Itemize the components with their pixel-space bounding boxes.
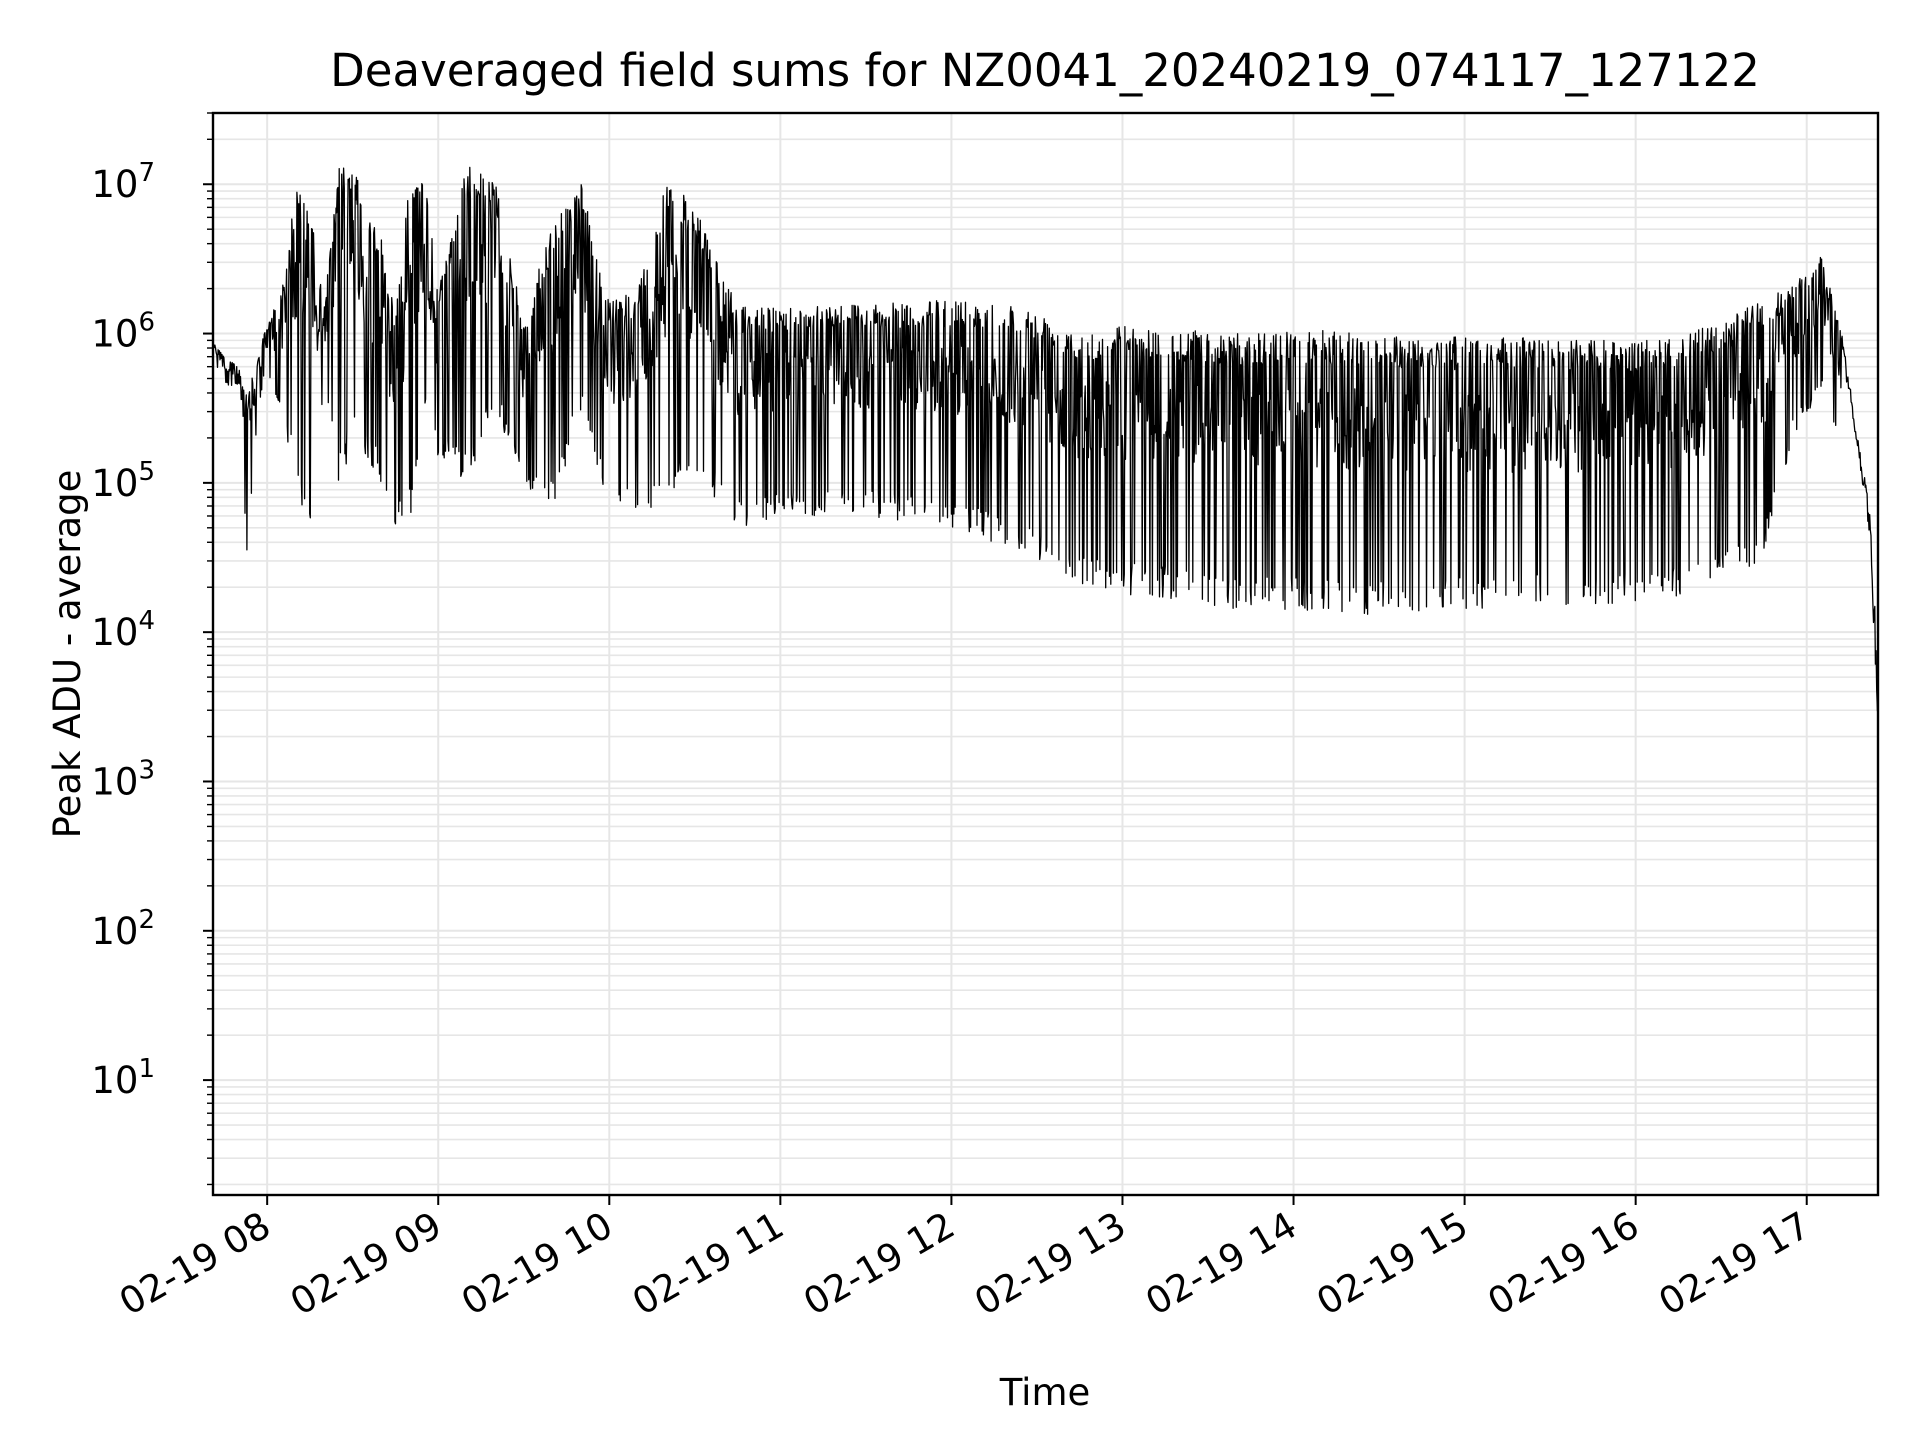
y-tick-base: 10 (91, 163, 138, 206)
series-line-0 (212, 166, 1879, 715)
plot-area-frame (211, 111, 1880, 1197)
chart-title: Deaveraged field sums for NZ0041_2024021… (330, 44, 1760, 97)
y-tick-exponent: 2 (138, 905, 155, 935)
y-tick-exponent: 1 (138, 1054, 155, 1084)
y-axis-label: Peak ADU - average (46, 470, 89, 839)
y-tick-base: 10 (91, 1059, 138, 1102)
y-tick-label: 104 (91, 606, 155, 654)
y-tick-label: 101 (91, 1054, 155, 1102)
y-tick-base: 10 (91, 910, 138, 953)
y-tick-label: 106 (91, 308, 155, 356)
y-tick-exponent: 6 (138, 308, 155, 338)
data-series (212, 166, 1879, 715)
y-tick-base: 10 (91, 313, 138, 356)
y-tick-exponent: 4 (138, 606, 155, 636)
y-tick-base: 10 (91, 760, 138, 803)
y-tick-exponent: 5 (138, 457, 155, 487)
y-tick-label: 107 (91, 158, 155, 206)
y-tick-exponent: 3 (138, 755, 155, 785)
y-tick-label: 105 (91, 457, 155, 505)
x-axis-label: Time (999, 1371, 1091, 1414)
y-tick-base: 10 (91, 611, 138, 654)
y-tick-label: 102 (91, 905, 155, 953)
y-tick-exponent: 7 (138, 158, 155, 188)
y-tick-base: 10 (91, 462, 138, 505)
y-tick-label: 103 (91, 755, 155, 803)
